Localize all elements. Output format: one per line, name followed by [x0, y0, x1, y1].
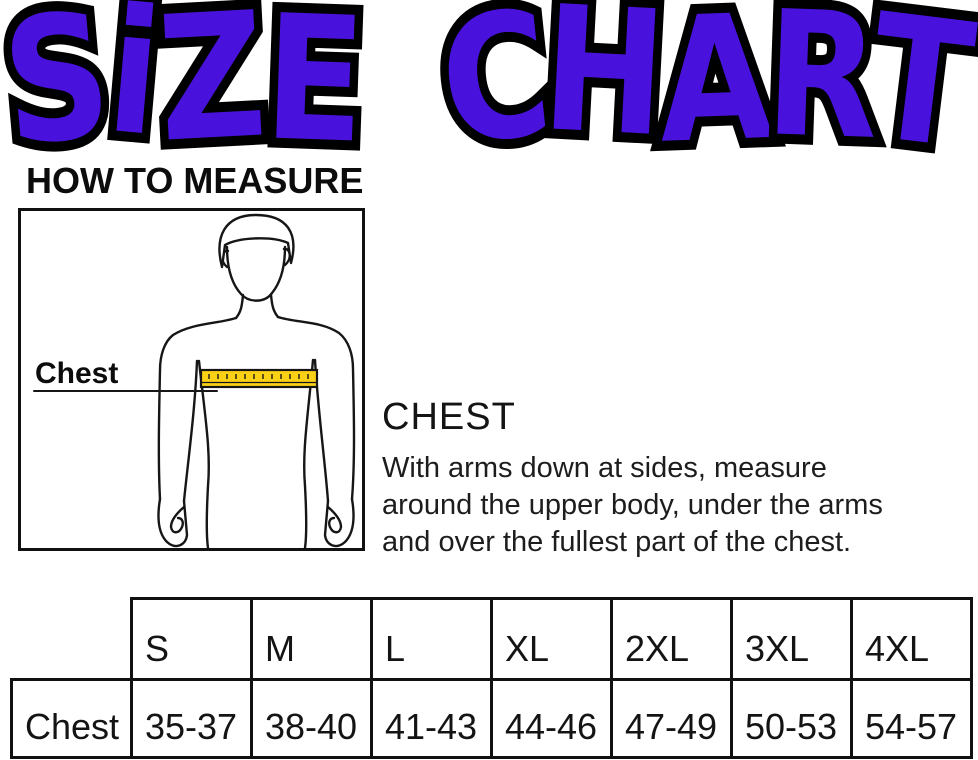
instruction-line: around the upper body, under the arms: [382, 489, 883, 521]
size-table: S M L XL 2XL 3XL 4XL Chest 35-37 38-40 4…: [10, 597, 973, 759]
size-table-corner-cell: [11, 598, 132, 681]
left-thumb: [169, 505, 186, 534]
title-letter: Z: [154, 0, 270, 181]
size-column-header: 2XL: [610, 597, 733, 681]
chest-pointer-label: Chest: [35, 357, 119, 390]
title-letter: A: [656, 0, 770, 182]
face-outline: [225, 245, 287, 302]
size-column-header: 4XL: [850, 597, 973, 681]
size-column-header: 3XL: [730, 597, 853, 681]
page-title: SiZE CHART: [0, 0, 978, 187]
chest-value-cell: 44-46: [490, 678, 613, 759]
measurement-figure-box: Chest: [18, 208, 365, 551]
neck-right: [269, 293, 280, 319]
title-letter: C: [432, 0, 554, 184]
size-column-header: M: [250, 597, 373, 681]
chest-value-cell: 35-37: [130, 678, 253, 759]
right-hand: [323, 497, 355, 548]
tape-measure: [199, 368, 319, 389]
chest-value-cell: 38-40: [250, 678, 373, 759]
chest-value-cell: 50-53: [730, 678, 853, 759]
torso-left: [197, 359, 210, 548]
title-letter: E: [262, 0, 369, 182]
chest-value-cell: 41-43: [370, 678, 493, 759]
instruction-line: and over the fullest part of the chest.: [382, 526, 852, 558]
chest-value-cell: 54-57: [850, 678, 973, 759]
title-word-chart: CHART: [432, 0, 978, 187]
size-column-header: S: [130, 597, 253, 681]
title-letter: R: [763, 0, 876, 178]
right-shoulder-arm: [276, 315, 356, 501]
title-word-size: SiZE: [0, 0, 368, 184]
chest-section-heading: CHEST: [382, 396, 516, 438]
size-column-header: XL: [490, 597, 613, 681]
torso-right: [303, 358, 315, 548]
neck-left: [234, 293, 245, 320]
chest-instructions: With arms down at sides, measure around …: [382, 450, 883, 561]
right-thumb: [326, 505, 343, 534]
row-label-cell: Chest: [10, 678, 133, 759]
left-inner-arm: [182, 359, 199, 503]
how-to-measure-heading: HOW TO MEASURE: [26, 160, 364, 201]
chest-measurements-row: Chest 35-37 38-40 41-43 44-46 47-49 50-5…: [10, 678, 973, 759]
title-letter: H: [538, 0, 665, 175]
title-letter: T: [860, 0, 977, 187]
size-table-header-row: S M L XL 2XL 3XL 4XL: [11, 597, 973, 681]
size-column-header: L: [370, 597, 493, 681]
hair: [218, 213, 295, 269]
left-hand: [157, 497, 189, 548]
chest-value-cell: 47-49: [610, 678, 733, 759]
body-outline-illustration: [33, 213, 356, 548]
tape-ticks: [208, 374, 309, 379]
instruction-line: With arms down at sides, measure: [382, 452, 827, 484]
left-shoulder-arm: [157, 316, 238, 501]
title-letter: S: [0, 0, 118, 184]
